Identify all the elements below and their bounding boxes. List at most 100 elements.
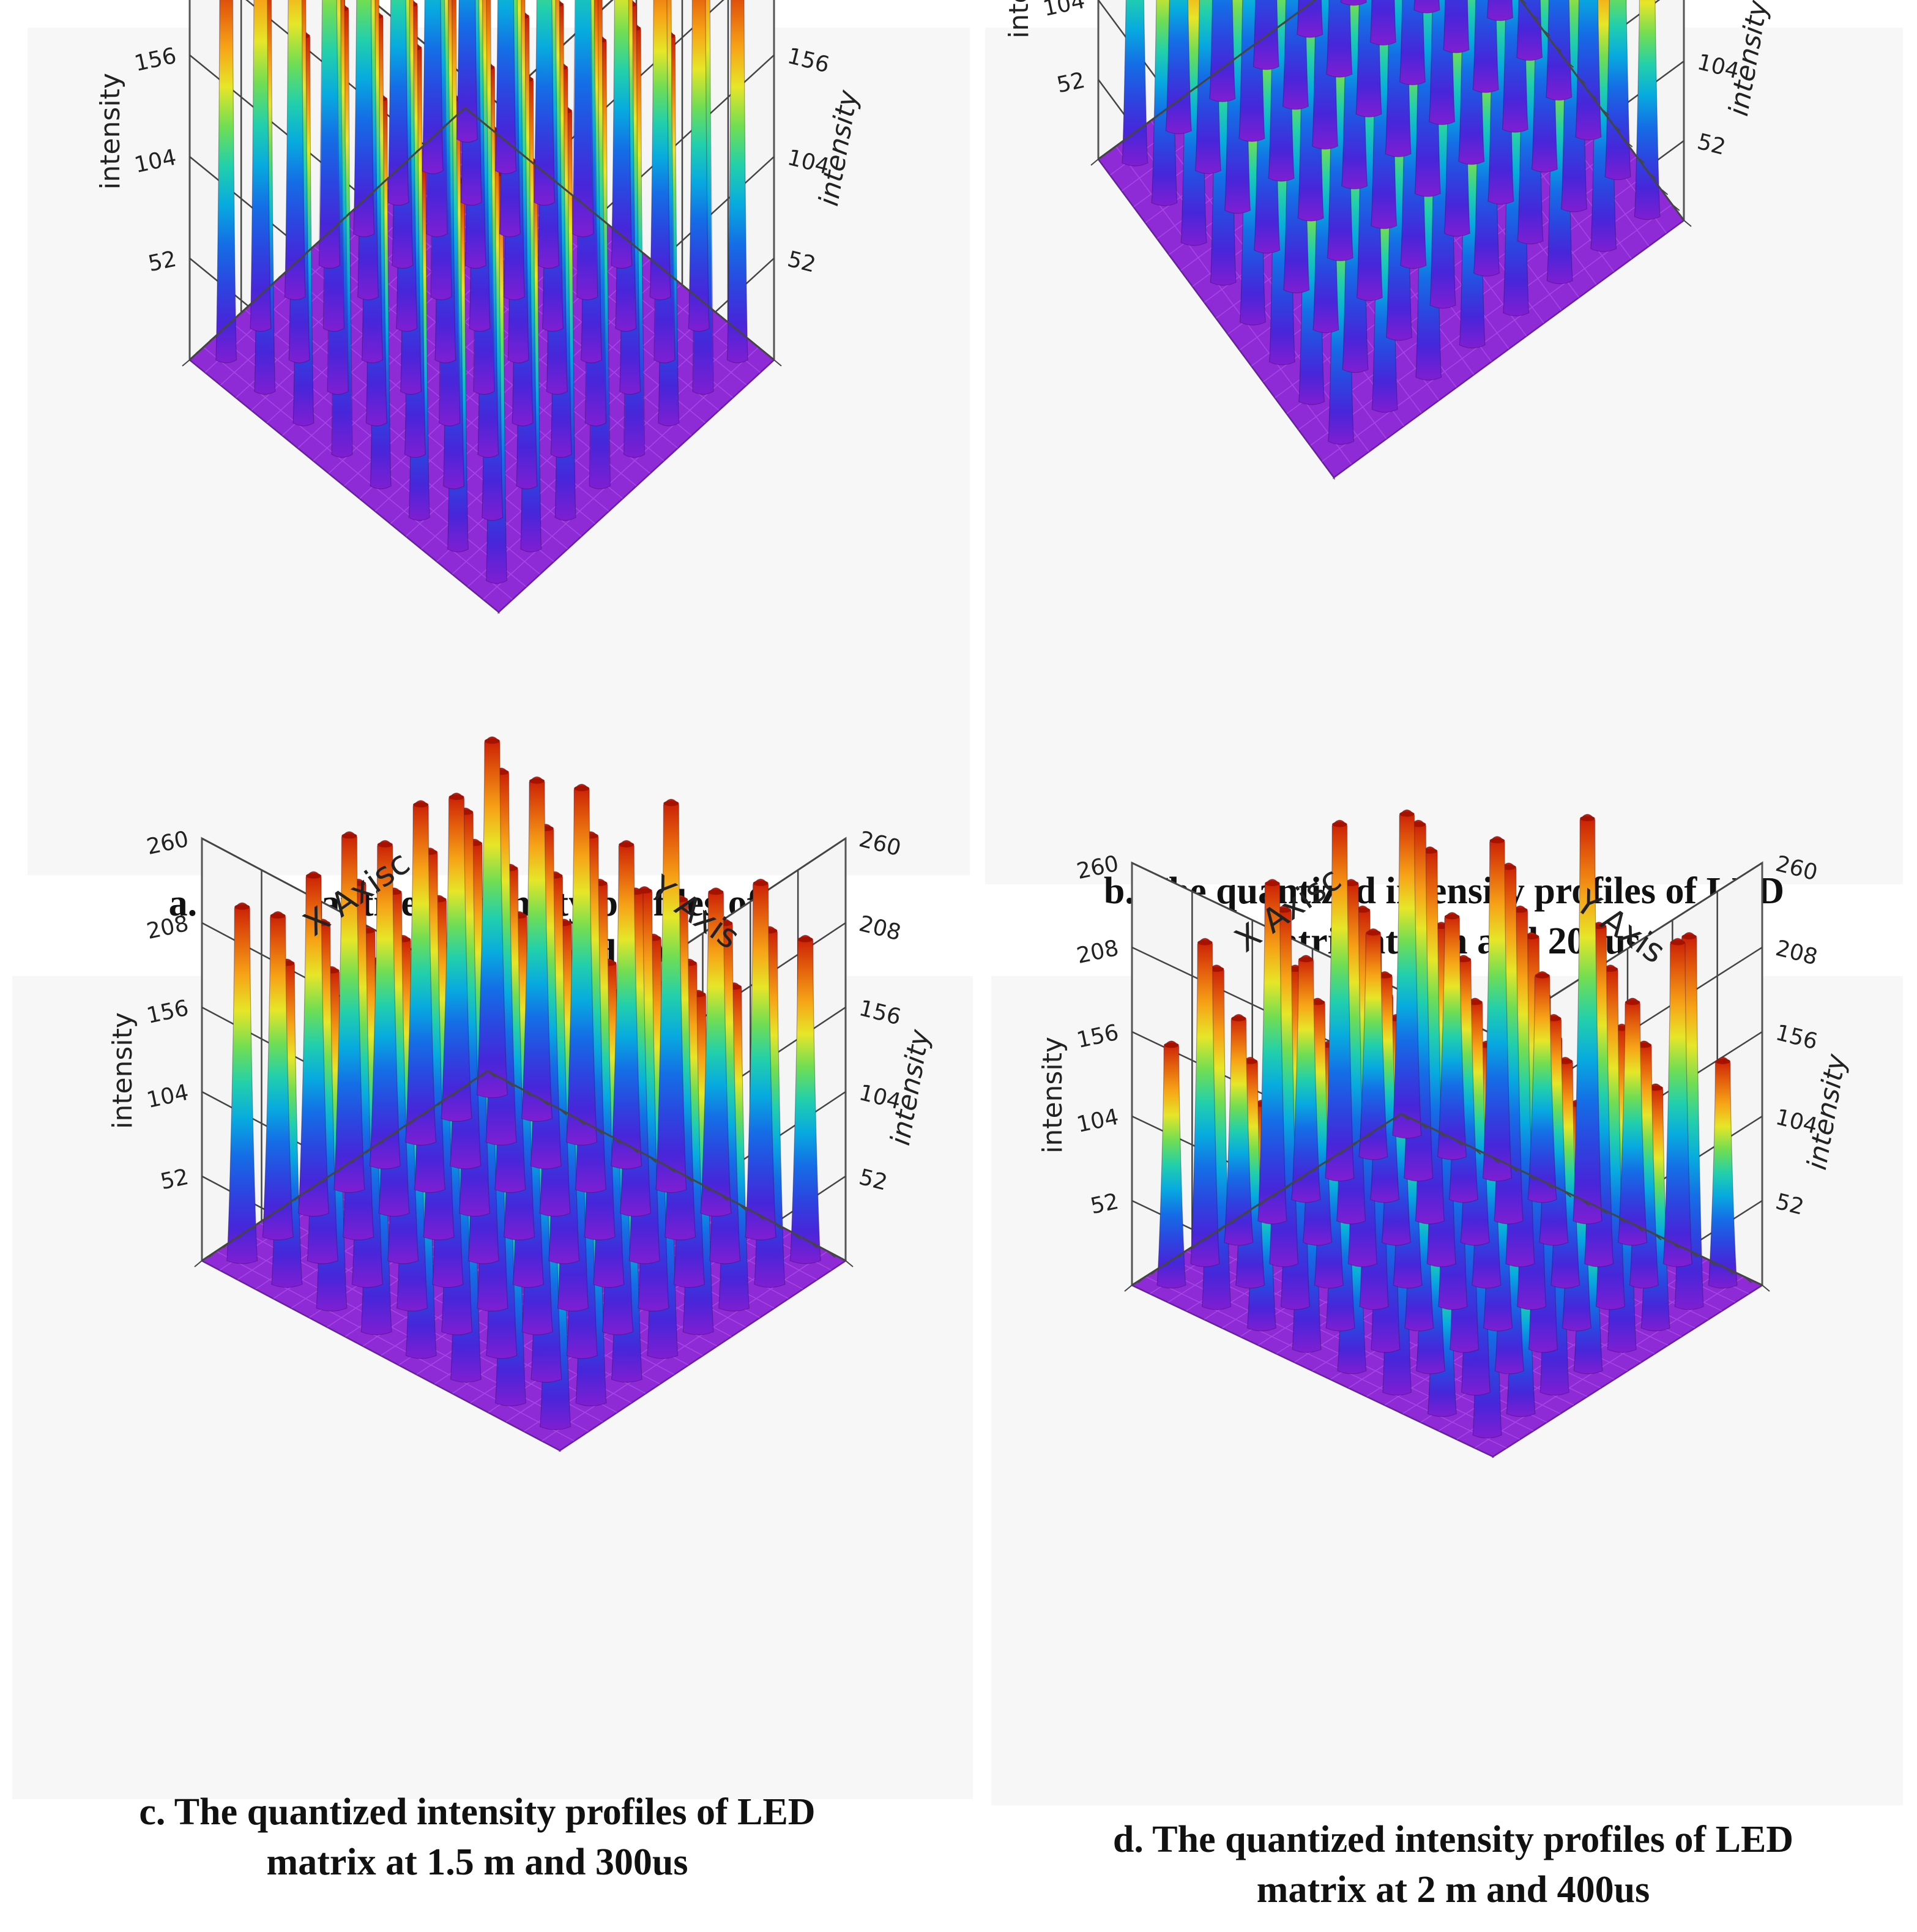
peak-cap — [377, 841, 393, 848]
peak-a-7-4 — [353, 0, 375, 237]
front-tick — [280, 1203, 288, 1210]
front-tick — [1542, 29, 1550, 36]
front-tick — [773, 1222, 782, 1229]
peak-cap — [1681, 934, 1697, 939]
peak-cap — [1489, 838, 1505, 843]
z-tick-right-52: 52 — [1695, 129, 1728, 160]
peak-cap — [449, 794, 464, 800]
front-tick — [466, 1080, 474, 1087]
peak-b-6-6 — [1413, 0, 1440, 13]
peak-c-7-1 — [262, 911, 294, 1240]
front-tick — [1509, 1165, 1517, 1172]
peak-a-0-7 — [726, 0, 748, 364]
front-tick — [1577, 76, 1586, 84]
front-tick — [1393, 1113, 1402, 1121]
front-tick — [194, 1260, 203, 1267]
peak-a-7-6 — [422, 0, 444, 174]
front-tick — [1151, 1267, 1160, 1275]
front-tick — [388, 170, 397, 177]
peak-cap — [1580, 816, 1595, 821]
front-tick — [542, 170, 550, 177]
peak-cap — [574, 786, 590, 791]
front-tick — [1245, 1207, 1254, 1215]
peak-a-7-7 — [456, 0, 478, 143]
front-tick — [1312, 1165, 1321, 1172]
front-tick — [1725, 1267, 1734, 1275]
z-tick-left-104: 104 — [1074, 1105, 1121, 1138]
peak-cap — [413, 802, 429, 808]
front-tick — [1521, 0, 1527, 4]
peak-a-3-7 — [611, 0, 633, 269]
front-tick — [666, 1165, 675, 1173]
front-tick — [1286, 1182, 1294, 1189]
peak-cap — [305, 873, 322, 879]
peak-cap — [1399, 811, 1415, 817]
front-tick — [1299, 1173, 1308, 1180]
front-tick — [588, 208, 597, 215]
z-axis-label-left-d: intensity — [1037, 1037, 1068, 1154]
front-tick — [430, 132, 438, 140]
peak-b-7-0 — [1122, 0, 1148, 166]
z-tick-left-104: 104 — [132, 145, 179, 178]
z-tick-right-156: 156 — [857, 996, 904, 1030]
peak-b-5-5 — [1399, 0, 1426, 86]
peak-cap — [234, 904, 250, 910]
front-tick — [1554, 45, 1562, 52]
caption-c-line2: matrix at 1.5 m and 300us — [266, 1841, 688, 1883]
front-tick — [1743, 1276, 1752, 1283]
peak-b-7-2 — [1209, 0, 1236, 102]
peak-cap — [1602, 966, 1618, 972]
front-tick — [1090, 159, 1099, 166]
front-tick — [523, 1089, 532, 1097]
peak-b-5-7 — [1486, 0, 1514, 21]
z-tick-left-52: 52 — [146, 247, 179, 277]
z-tick-right-156: 156 — [1773, 1020, 1820, 1054]
peak-d-4-7 — [1527, 971, 1557, 1203]
front-tick — [1191, 1242, 1200, 1249]
peak-c-7-5 — [404, 800, 437, 1146]
front-tick — [1653, 1233, 1662, 1240]
front-tick — [223, 1241, 231, 1248]
front-tick — [1380, 1122, 1388, 1129]
front-tick — [1437, 1130, 1445, 1138]
front-tick — [333, 220, 342, 228]
front-tick — [1248, 43, 1257, 50]
front-tick — [1545, 1182, 1554, 1189]
front-tick — [278, 271, 287, 278]
z-tick-right-52: 52 — [857, 1165, 890, 1196]
peak-c-7-2 — [297, 871, 330, 1217]
front-tick — [594, 1127, 603, 1135]
peak-cap — [1366, 930, 1381, 936]
front-tick — [1659, 188, 1669, 195]
front-tick — [720, 1193, 728, 1201]
front-tick — [612, 1136, 621, 1144]
peak-b-5-6 — [1443, 0, 1470, 53]
front-tick — [1137, 1276, 1146, 1283]
peak-a-1-7 — [688, 0, 710, 332]
front-tick — [650, 258, 658, 266]
front-tick — [319, 233, 328, 241]
front-tick — [809, 1241, 818, 1248]
front-tick — [526, 157, 535, 165]
peak-cap — [484, 738, 500, 744]
peak-cap — [663, 800, 679, 807]
front-tick — [1272, 1190, 1281, 1198]
peak-a-2-7 — [649, 0, 671, 300]
caption-d-line2: matrix at 2 m and 400us — [1256, 1869, 1650, 1911]
front-tick — [379, 1136, 389, 1144]
panel-d: 52 52 104 104 156 156 208 208 260 260 X Axisc Y Axi… — [979, 809, 1917, 1932]
peak-cap — [708, 889, 724, 895]
caption-c: c. The quantized intensity profiles of L… — [18, 1787, 936, 1887]
peak-d-1-7 — [1662, 938, 1693, 1267]
front-tick — [308, 1184, 317, 1192]
front-tick — [1707, 1259, 1716, 1266]
front-tick — [1454, 1139, 1464, 1146]
z-tick-left-52: 52 — [1089, 1189, 1121, 1220]
front-tick — [737, 1203, 746, 1210]
peak-a-7-5 — [387, 0, 409, 206]
front-tick — [495, 132, 504, 140]
peak-cap — [1513, 907, 1528, 913]
z-tick-left-156: 156 — [132, 43, 179, 76]
